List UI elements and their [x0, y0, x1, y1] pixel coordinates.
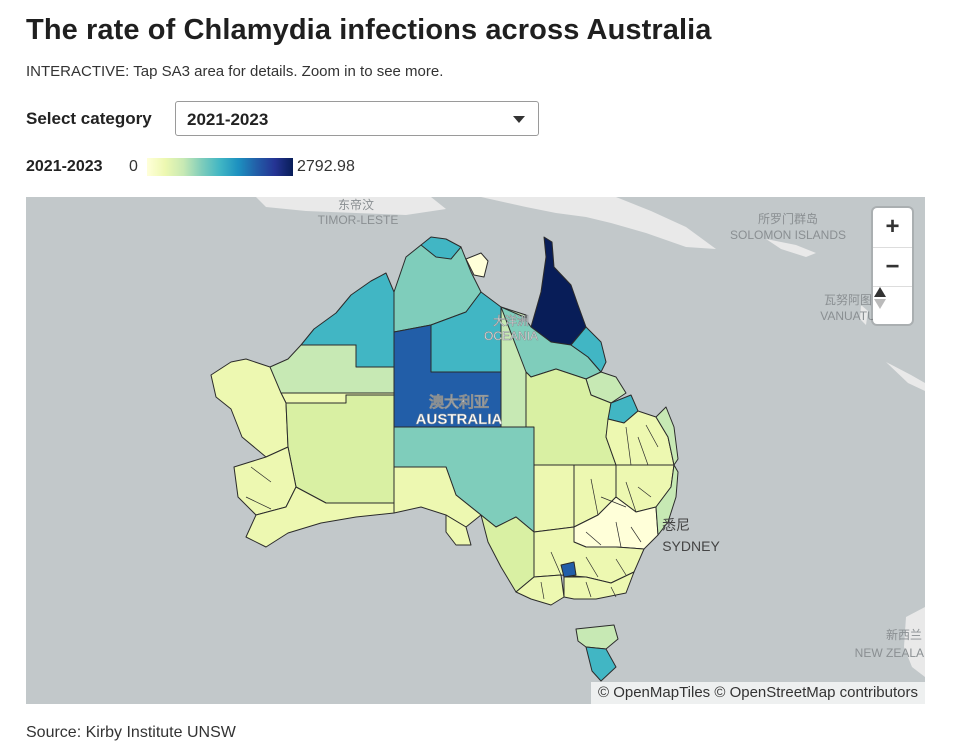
minus-icon: −: [885, 253, 900, 280]
zoom-in-button[interactable]: +: [873, 208, 912, 246]
category-select-value: 2021-2023: [187, 110, 269, 129]
label-sydney-en: SYDNEY: [662, 538, 720, 554]
land-timor: [256, 197, 446, 215]
map-attribution[interactable]: © OpenMapTiles © OpenStreetMap contribut…: [590, 682, 925, 704]
category-select[interactable]: 2021-2023: [175, 101, 539, 136]
region-east-arnhem[interactable]: [465, 252, 489, 278]
land-new-guinea: [481, 197, 716, 249]
label-sydney-cn: 悉尼: [662, 517, 690, 533]
boundary-wa-2: [245, 496, 272, 510]
land-new-zealand: [904, 607, 925, 677]
label-timor-cn: 东帝汶: [338, 197, 374, 212]
boundary-vic-3: [610, 586, 617, 598]
region-cape-york[interactable]: [530, 236, 587, 346]
label-vanuatu-en: VANUATU: [820, 309, 876, 323]
label-timor-en: TIMOR-LESTE: [318, 213, 399, 227]
boundary-nsw-6: [615, 521, 622, 548]
map-zoom-controls: + −: [873, 208, 912, 324]
zoom-out-button[interactable]: −: [873, 247, 912, 285]
boundary-nsw-5: [585, 531, 602, 546]
label-solomon-en: SOLOMON ISLANDS: [730, 228, 846, 242]
label-solomon-cn: 所罗门群岛: [758, 211, 818, 226]
boundary-qld-3: [645, 424, 659, 448]
reset-bearing-button[interactable]: [873, 286, 912, 324]
boundary-vic-1: [540, 581, 545, 600]
label-oceania-cn: 大洋洲: [493, 313, 529, 328]
plus-icon: +: [885, 213, 900, 240]
map-canvas[interactable]: 东帝汶 TIMOR-LESTE 所罗门群岛 SOLOMON ISLANDS 瓦努…: [26, 197, 925, 704]
land-vanuatu: [860, 305, 868, 325]
boundary-nsw-2: [600, 496, 627, 508]
boundary-vic-2: [585, 581, 592, 598]
region-sydney[interactable]: [655, 464, 679, 536]
subtitle: INTERACTIVE: Tap SA3 area for details. Z…: [26, 63, 444, 80]
boundary-nsw-4: [637, 486, 652, 498]
legend-name: 2021-2023: [26, 158, 103, 175]
label-nz-cn: 新西兰: [886, 627, 922, 642]
region-wa-west-coast[interactable]: [210, 358, 289, 458]
compass-icon: [874, 287, 886, 309]
region-cairns[interactable]: [570, 326, 607, 373]
legend-max: 2792.98: [297, 158, 355, 175]
page-title: The rate of Chlamydia infections across …: [26, 14, 712, 46]
region-goldfields[interactable]: [285, 394, 395, 504]
boundary-nsw-1: [590, 478, 599, 516]
boundary-nsw-3: [625, 481, 637, 513]
region-east-victoria[interactable]: [563, 571, 635, 600]
region-brisbane[interactable]: [655, 406, 679, 466]
region-far-west-nsw[interactable]: [533, 464, 575, 533]
land-solomon-islands: [766, 239, 816, 257]
source-note: Source: Kirby Institute UNSW: [26, 724, 236, 741]
legend-color-scale: [147, 158, 293, 176]
region-tasmania-north[interactable]: [575, 624, 619, 650]
label-oceania-en: OCEANIA: [484, 329, 538, 343]
boundary-wa-1: [250, 466, 272, 483]
region-tasmania-south[interactable]: [585, 646, 617, 682]
legend-min: 0: [129, 158, 138, 175]
land-new-caledonia: [886, 362, 925, 391]
boundary-nsw-8: [550, 551, 562, 576]
label-australia-cn: 澳大利亚: [429, 393, 489, 411]
boundary-nsw-7: [630, 526, 642, 543]
region-eyre[interactable]: [445, 514, 472, 546]
chevron-down-icon: [513, 116, 525, 123]
region-arnhem[interactable]: [420, 236, 462, 260]
region-melbourne[interactable]: [560, 561, 577, 578]
category-label: Select category: [26, 109, 152, 128]
boundary-nsw-9: [585, 556, 599, 578]
boundary-qld-1: [625, 426, 632, 466]
label-australia-en: AUSTRALIA: [416, 411, 503, 428]
boundary-nsw-10: [615, 558, 627, 576]
label-nz-en: NEW ZEALAND: [855, 646, 925, 660]
label-vanuatu-cn: 瓦努阿图: [824, 292, 872, 307]
map-svg: 东帝汶 TIMOR-LESTE 所罗门群岛 SOLOMON ISLANDS 瓦努…: [210, 197, 925, 682]
boundary-qld-2: [637, 436, 649, 466]
region-sa-east[interactable]: [480, 514, 535, 593]
